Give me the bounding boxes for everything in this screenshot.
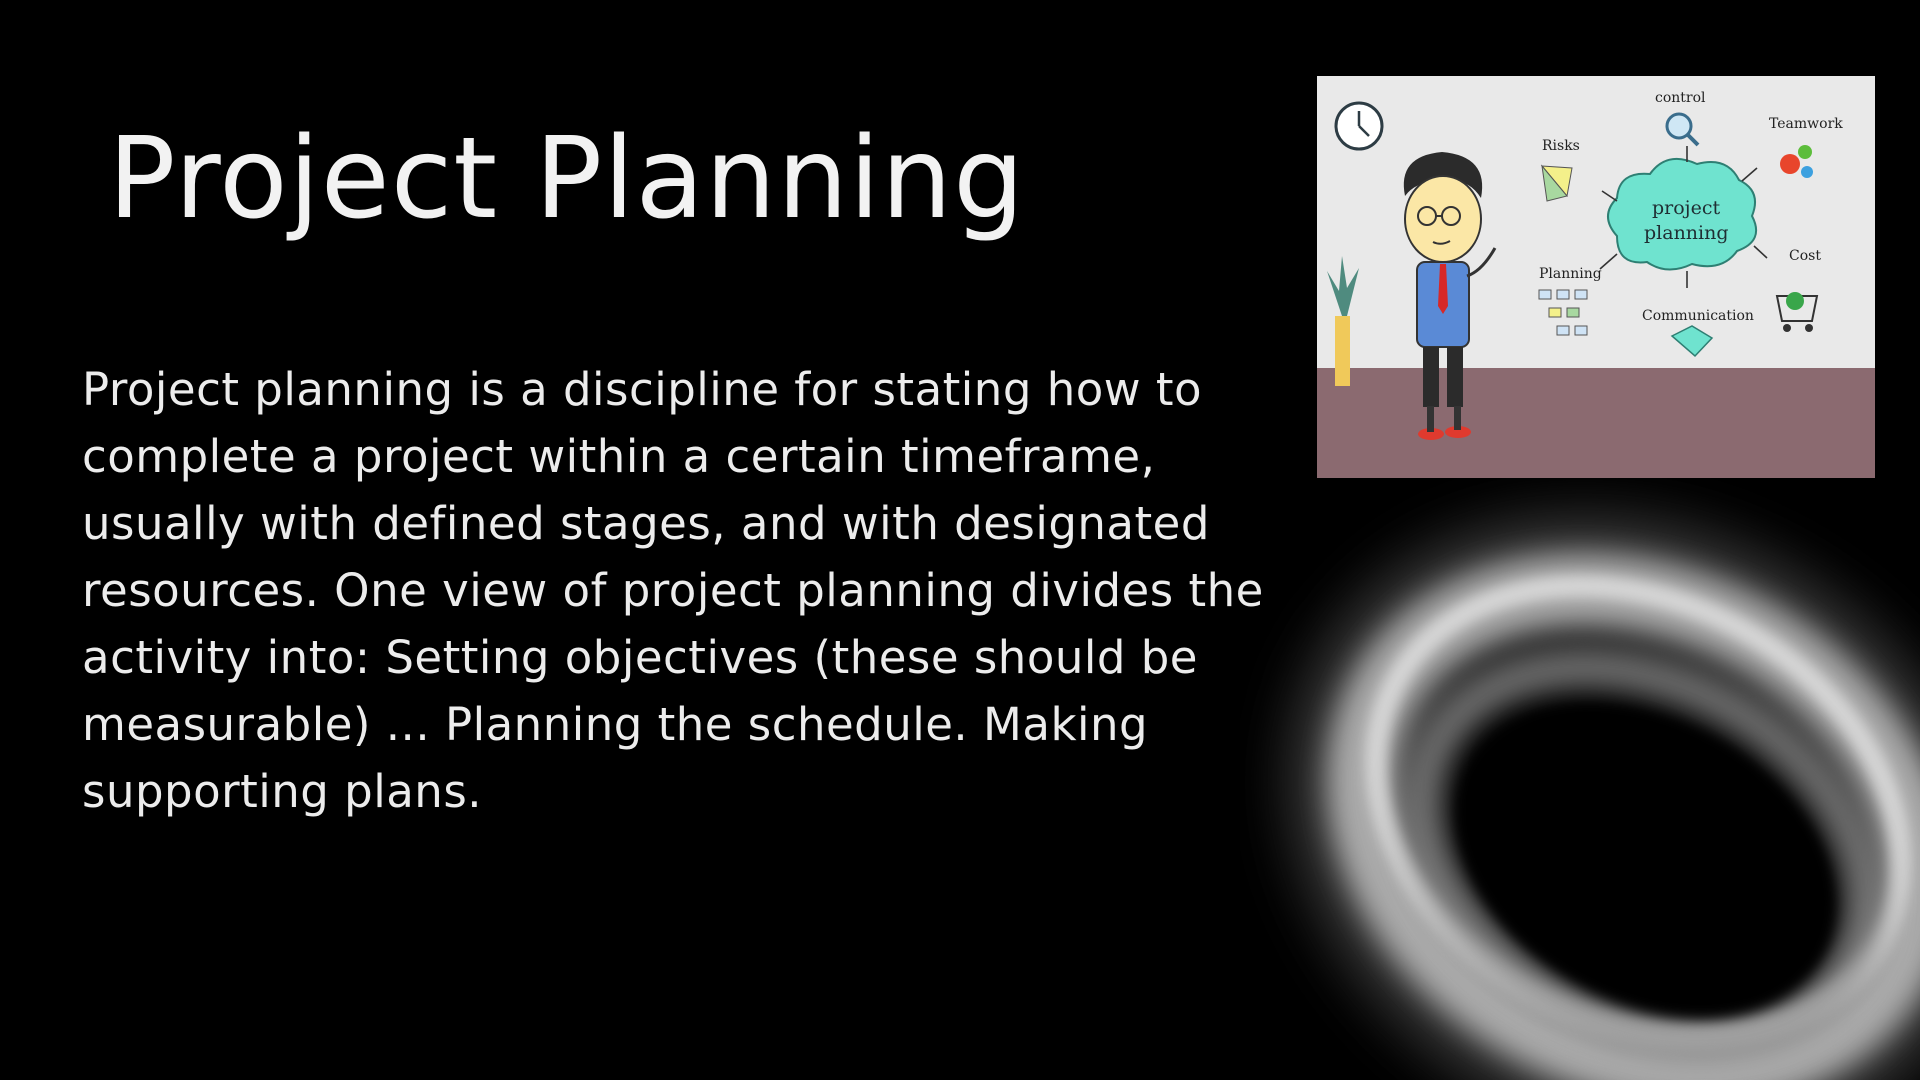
label-planning: Planning — [1539, 266, 1602, 282]
control-magnifier-icon — [1665, 112, 1700, 147]
label-risks: Risks — [1542, 138, 1580, 154]
label-cost: Cost — [1789, 248, 1821, 264]
cloud-shape: project planning — [1607, 157, 1757, 271]
planning-flowchart-icon — [1538, 289, 1588, 336]
label-teamwork: Teamwork — [1769, 116, 1843, 132]
decorative-torus — [1293, 519, 1920, 1080]
risks-chart-icon — [1540, 164, 1573, 202]
label-communication: Communication — [1642, 308, 1754, 324]
project-planning-illustration: project planning control — [1317, 76, 1875, 478]
slide-body-text: Project planning is a discipline for sta… — [82, 363, 1264, 818]
cloud-label-line1: project — [1652, 197, 1720, 219]
connector-arrows — [1599, 146, 1768, 288]
slide-title: Project Planning — [108, 114, 1026, 244]
floor — [1317, 368, 1875, 478]
plant-icon — [1327, 256, 1359, 386]
person-figure — [1403, 152, 1497, 440]
clock-icon — [1334, 101, 1384, 151]
communication-handshake-icon — [1670, 325, 1714, 358]
label-control: control — [1655, 90, 1706, 106]
cost-cart-icon — [1775, 292, 1819, 332]
cloud-label-line2: planning — [1644, 222, 1729, 244]
teamwork-gears-icon — [1780, 145, 1813, 178]
